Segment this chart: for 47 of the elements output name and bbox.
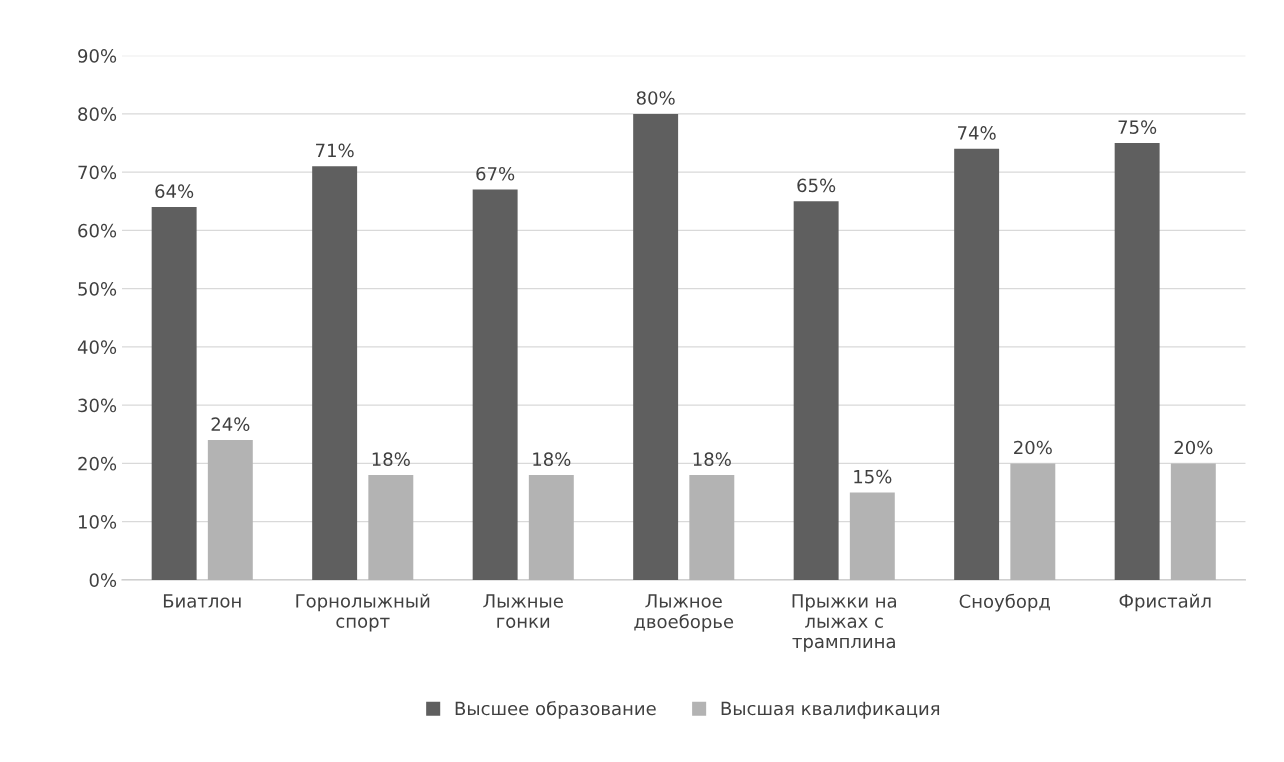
data-label: 74% xyxy=(958,126,996,140)
bar xyxy=(1170,463,1216,580)
x-tick-label: Сноуборд xyxy=(959,593,1050,612)
y-tick-label: 90% xyxy=(78,49,117,63)
x-tick-label: Прыжки на лыжах с трамплина xyxy=(792,594,896,652)
bar xyxy=(1010,463,1056,580)
y-tick-label: 0% xyxy=(89,573,117,587)
data-label: 64% xyxy=(155,184,194,199)
y-tick-label: 60% xyxy=(78,223,117,238)
data-label: 18% xyxy=(372,452,410,466)
x-tick-label: Фристайл xyxy=(1119,593,1211,612)
y-tick-label: 20% xyxy=(78,456,117,471)
bar xyxy=(368,475,414,580)
bar xyxy=(633,113,679,580)
y-tick-label: 10% xyxy=(78,515,117,529)
bar xyxy=(793,201,839,580)
bar xyxy=(954,148,1000,580)
x-tick-label: Лыжное двоеборье xyxy=(634,594,734,632)
y-tick-label: 70% xyxy=(78,165,117,180)
x-tick-label: Биатлон xyxy=(163,594,241,608)
bar xyxy=(472,189,518,580)
data-label: 80% xyxy=(636,91,675,105)
bar xyxy=(207,440,253,580)
data-label: 20% xyxy=(1014,440,1052,455)
legend-label: Высшее образование xyxy=(455,700,656,719)
y-tick-label: 50% xyxy=(78,282,117,296)
bar xyxy=(151,207,197,580)
y-tick-label: 80% xyxy=(78,107,117,121)
bar xyxy=(528,475,574,580)
x-tick-label: Горнолыжный спорт xyxy=(296,593,430,632)
legend-label: Высшая квалификация xyxy=(721,701,940,719)
data-label: 15% xyxy=(854,469,892,484)
data-label: 20% xyxy=(1174,440,1213,455)
data-label: 71% xyxy=(316,143,354,158)
bar xyxy=(312,166,358,580)
data-label: 18% xyxy=(533,452,571,466)
data-label: 75% xyxy=(1118,120,1157,134)
data-label: 24% xyxy=(211,417,250,432)
x-tick-label: Лыжные гонки xyxy=(483,594,563,628)
bar xyxy=(849,492,895,580)
data-label: 67% xyxy=(476,166,515,181)
data-label: 65% xyxy=(797,178,836,193)
y-tick-label: 40% xyxy=(77,340,117,354)
bar xyxy=(689,475,735,580)
bar xyxy=(1114,143,1160,580)
data-label: 18% xyxy=(693,452,731,466)
y-tick-label: 30% xyxy=(78,398,117,413)
